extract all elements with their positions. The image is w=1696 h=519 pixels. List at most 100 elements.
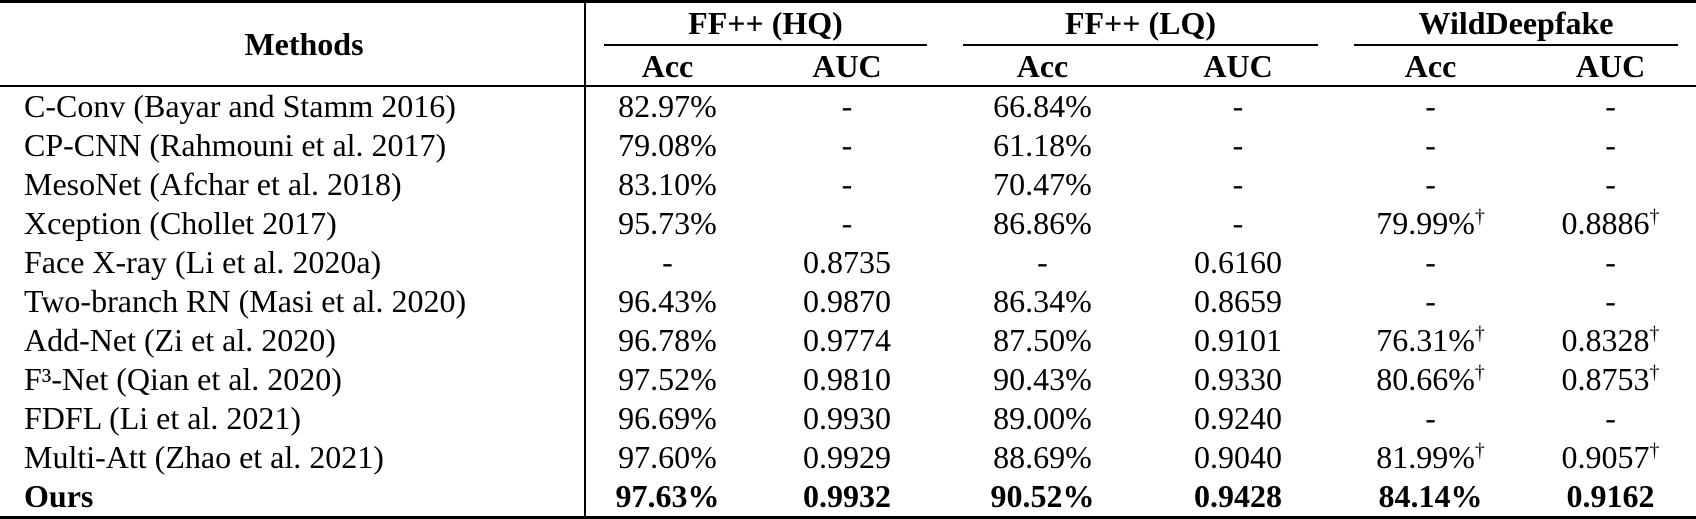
subcolumn-header: AUC [1525, 48, 1696, 87]
table-header: Methods FF++ (HQ) FF++ (LQ) WildDeepfake A… [0, 1, 1696, 87]
value-cell: - [1232, 88, 1244, 124]
value-cell: 96.78% [618, 322, 717, 358]
value-cell: - [1232, 127, 1244, 163]
table-row: Ours 97.63% 0.9932 90.52% 0.9428 84.14% 0.9162 [0, 477, 1696, 518]
subcolumn-header: Acc [585, 48, 749, 87]
value-cell: 61.18% [993, 127, 1092, 163]
value-cell: - [1232, 166, 1244, 202]
cmidrule [1336, 43, 1696, 48]
method-cell: Ours [0, 477, 586, 518]
value-cell: 0.8753† [1561, 361, 1660, 397]
value-cell: - [1425, 244, 1436, 280]
value-cell: 97.52% [618, 361, 717, 397]
value-cell: 0.9932 [803, 478, 891, 514]
value-cell: 90.52% [990, 478, 1095, 514]
method-cell: Face X-ray (Li et al. 2020a) [0, 243, 586, 282]
value-cell: 0.9774 [803, 322, 891, 358]
cmidrule [585, 43, 945, 48]
value-cell: 0.9240 [1194, 400, 1282, 436]
subcolumn-header: AUC [749, 48, 945, 87]
group-header: FF++ (LQ) [1064, 4, 1217, 41]
value-cell: 0.9930 [803, 400, 891, 436]
value-cell: 89.00% [993, 400, 1092, 436]
value-cell: 95.73% [618, 205, 717, 241]
value-cell: 66.84% [993, 88, 1092, 124]
value-cell: 0.8735 [803, 244, 891, 280]
value-cell: - [1037, 244, 1048, 280]
table-row: Face X-ray (Li et al. 2020a) - 0.8735 - 0.61… [0, 243, 1696, 282]
value-cell: 84.14% [1378, 478, 1483, 514]
value-cell: 0.9101 [1194, 322, 1282, 358]
value-cell: 96.69% [618, 400, 717, 436]
method-cell: MesoNet (Afchar et al. 2018) [0, 165, 586, 204]
value-cell: - [841, 88, 853, 124]
methods-header: Methods [0, 1, 586, 87]
value-cell: 97.60% [618, 439, 717, 475]
value-cell: - [1425, 166, 1436, 202]
value-cell: 80.66%† [1376, 361, 1485, 397]
table-row: F³-Net (Qian et al. 2020) 97.52% 0.9810 90.… [0, 360, 1696, 399]
value-cell: - [1605, 166, 1616, 202]
group-header: FF++ (HQ) [688, 4, 843, 41]
method-cell: Xception (Chollet 2017) [0, 204, 586, 243]
value-cell: 70.47% [993, 166, 1092, 202]
table-row: MesoNet (Afchar et al. 2018) 83.10% - 70.47… [0, 165, 1696, 204]
value-cell: 0.9428 [1194, 478, 1282, 514]
value-cell: 79.08% [618, 127, 717, 163]
subcolumn-header: Acc [1336, 48, 1526, 87]
method-cell: Two-branch RN (Masi et al. 2020) [0, 282, 586, 321]
table-body: C-Conv (Bayar and Stamm 2016) 82.97% - 66.8… [0, 86, 1696, 518]
cmidrule [945, 43, 1336, 48]
value-cell: - [1605, 400, 1616, 436]
subheader-row: Acc AUC Acc AUC Acc AUC [0, 48, 1696, 87]
table-row: CP-CNN (Rahmouni et al. 2017) 79.08% - 61.1… [0, 126, 1696, 165]
value-cell: 0.9162 [1566, 478, 1655, 514]
value-cell: - [841, 127, 853, 163]
method-cell: F³-Net (Qian et al. 2020) [0, 360, 586, 399]
table-row: Add-Net (Zi et al. 2020) 96.78% 0.9774 87.5… [0, 321, 1696, 360]
method-cell: FDFL (Li et al. 2021) [0, 399, 586, 438]
value-cell: 90.43% [993, 361, 1092, 397]
value-cell: 0.9810 [803, 361, 891, 397]
value-cell: 76.31%† [1376, 322, 1485, 358]
value-cell: 97.63% [615, 478, 720, 514]
value-cell: 87.50% [993, 322, 1092, 358]
subcolumn-header: AUC [1140, 48, 1337, 87]
value-cell: 0.9330 [1194, 361, 1282, 397]
value-cell: 0.8328† [1561, 322, 1660, 358]
value-cell: - [1425, 283, 1436, 319]
value-cell: 0.9929 [803, 439, 891, 475]
value-cell: 0.9057† [1561, 439, 1660, 475]
table-row: FDFL (Li et al. 2021) 96.69% 0.9930 89.00% 0… [0, 399, 1696, 438]
value-cell: 88.69% [993, 439, 1092, 475]
value-cell: - [1425, 400, 1436, 436]
method-cell: Add-Net (Zi et al. 2020) [0, 321, 586, 360]
subcolumn-header: Acc [945, 48, 1140, 87]
value-cell: 86.86% [993, 205, 1092, 241]
value-cell: - [841, 205, 853, 241]
table-row: Two-branch RN (Masi et al. 2020) 96.43% 0.… [0, 282, 1696, 321]
value-cell: 81.99%† [1376, 439, 1485, 475]
value-cell: 86.34% [993, 283, 1092, 319]
value-cell: 79.99%† [1376, 205, 1485, 241]
value-cell: - [662, 244, 673, 280]
table-row: Xception (Chollet 2017) 95.73% - 86.86% - 79.… [0, 204, 1696, 243]
method-cell: C-Conv (Bayar and Stamm 2016) [0, 86, 586, 126]
value-cell: 83.10% [618, 166, 717, 202]
table-row: Multi-Att (Zhao et al. 2021) 97.60% 0.9929… [0, 438, 1696, 477]
method-cell: CP-CNN (Rahmouni et al. 2017) [0, 126, 586, 165]
group-header: WildDeepfake [1418, 4, 1614, 41]
value-cell: 0.8886† [1561, 205, 1660, 241]
value-cell: 96.43% [618, 283, 717, 319]
value-cell: - [841, 166, 853, 202]
value-cell: - [1605, 88, 1616, 124]
value-cell: - [1605, 244, 1616, 280]
table-row: C-Conv (Bayar and Stamm 2016) 82.97% - 66.8… [0, 86, 1696, 126]
value-cell: - [1605, 127, 1616, 163]
value-cell: 0.9040 [1194, 439, 1282, 475]
value-cell: 0.6160 [1194, 244, 1282, 280]
value-cell: 0.8659 [1194, 283, 1282, 319]
method-cell: Multi-Att (Zhao et al. 2021) [0, 438, 586, 477]
cmidrule-row [0, 43, 1696, 48]
